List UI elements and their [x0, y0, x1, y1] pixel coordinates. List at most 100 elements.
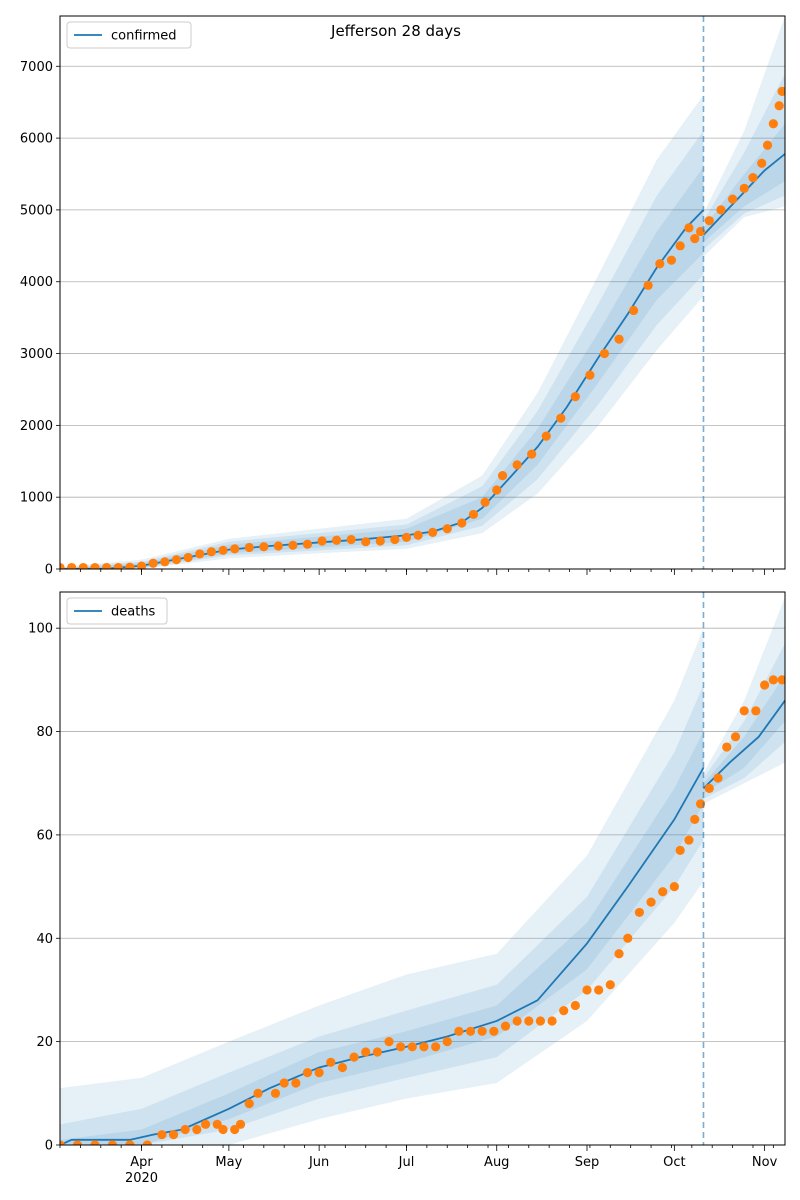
uncertainty-band-fit-1: [60, 731, 704, 1145]
observed-point: [777, 675, 785, 685]
y-tick-label: 5000: [20, 203, 53, 218]
observed-point: [684, 223, 694, 233]
observed-point: [524, 1016, 534, 1026]
y-tick-label: 1000: [20, 491, 53, 506]
y-tick-label: 0: [45, 563, 53, 578]
observed-point: [768, 675, 778, 685]
observed-point: [180, 1124, 190, 1135]
observed-point: [704, 783, 714, 793]
observed-point: [273, 541, 283, 551]
observed-point: [716, 205, 726, 215]
observed-point: [623, 933, 633, 943]
x-tick-year-label: 2020: [125, 1171, 158, 1186]
observed-point: [658, 887, 668, 897]
uncertainty-band-forecast-3: [703, 16, 785, 257]
observed-point: [428, 527, 438, 537]
observed-point: [646, 897, 656, 907]
observed-point: [748, 172, 758, 183]
y-tick-label: 7000: [20, 60, 53, 75]
x-tick-label: May: [215, 1155, 242, 1170]
observed-point: [157, 1130, 167, 1140]
observed-point: [107, 1140, 118, 1145]
observed-point: [599, 348, 610, 359]
observed-point: [454, 1026, 464, 1036]
observed-point: [457, 518, 467, 528]
observed-point: [628, 305, 639, 316]
observed-point: [684, 835, 694, 845]
observed-point: [777, 86, 785, 97]
observed-point: [396, 1042, 406, 1052]
observed-point: [160, 557, 170, 567]
observed-point: [655, 259, 665, 269]
observed-point: [78, 562, 88, 569]
observed-point: [413, 530, 423, 540]
y-tick-label: 80: [36, 725, 53, 740]
uncertainty-band-forecast-1: [703, 674, 785, 794]
observed-point: [101, 562, 112, 569]
x-tick-label: Oct: [663, 1155, 685, 1170]
observed-point: [468, 509, 479, 520]
observed-point: [739, 183, 749, 193]
observed-point: [541, 431, 551, 441]
observed-point: [332, 535, 342, 545]
observed-point: [594, 985, 604, 995]
x-tick-label: Aug: [484, 1155, 509, 1170]
model-fit-line: [60, 767, 705, 1145]
observed-point: [384, 1037, 394, 1047]
legend-label: deaths: [111, 605, 156, 620]
observed-point: [669, 881, 679, 892]
observed-point: [195, 549, 205, 559]
observed-point: [291, 1078, 301, 1088]
observed-point: [244, 542, 254, 553]
axes-frame: [59, 15, 786, 570]
observed-point: [559, 1006, 569, 1016]
observed-point: [582, 985, 592, 995]
x-tick-label: Jun: [308, 1155, 329, 1170]
observed-point: [361, 537, 371, 547]
observed-point: [90, 562, 100, 569]
observed-point: [442, 524, 452, 534]
uncertainty-band-fit-3: [60, 628, 704, 1145]
observed-point: [704, 216, 714, 226]
axes-frame: [59, 591, 786, 1146]
observed-point: [349, 1052, 359, 1062]
observed-point: [570, 392, 580, 402]
observed-point: [183, 552, 193, 563]
observed-point: [125, 1140, 135, 1145]
observed-point: [60, 1140, 65, 1145]
uncertainty-band-fit-2: [60, 130, 704, 569]
observed-point: [500, 1021, 511, 1031]
x-tick-label: Apr: [130, 1155, 153, 1170]
observed-point: [527, 449, 537, 459]
observed-point: [279, 1078, 289, 1088]
observed-point: [407, 1042, 417, 1052]
observed-point: [326, 1057, 336, 1067]
observed-point: [171, 555, 182, 565]
observed-point: [643, 280, 653, 290]
observed-point: [774, 101, 784, 111]
observed-point: [690, 814, 700, 825]
observed-point: [317, 536, 327, 546]
observed-point: [270, 1088, 281, 1098]
observed-point: [535, 1016, 546, 1026]
y-tick-label: 2000: [20, 419, 53, 434]
observed-point: [727, 194, 738, 204]
observed-point: [419, 1042, 429, 1052]
observed-point: [480, 497, 490, 507]
observed-point: [713, 773, 723, 783]
observed-point: [90, 1140, 100, 1145]
observed-point: [547, 1016, 557, 1026]
observed-point: [253, 1088, 263, 1098]
observed-point: [585, 370, 595, 380]
legend-box: [66, 21, 192, 49]
legend-box: [66, 597, 168, 625]
observed-point: [757, 158, 767, 168]
observed-point: [390, 534, 400, 545]
x-tick-label: Jul: [398, 1155, 415, 1170]
observed-point: [512, 1016, 522, 1026]
observed-point: [314, 1068, 324, 1078]
legend-label: confirmed: [111, 29, 177, 44]
observed-point: [465, 1026, 476, 1036]
